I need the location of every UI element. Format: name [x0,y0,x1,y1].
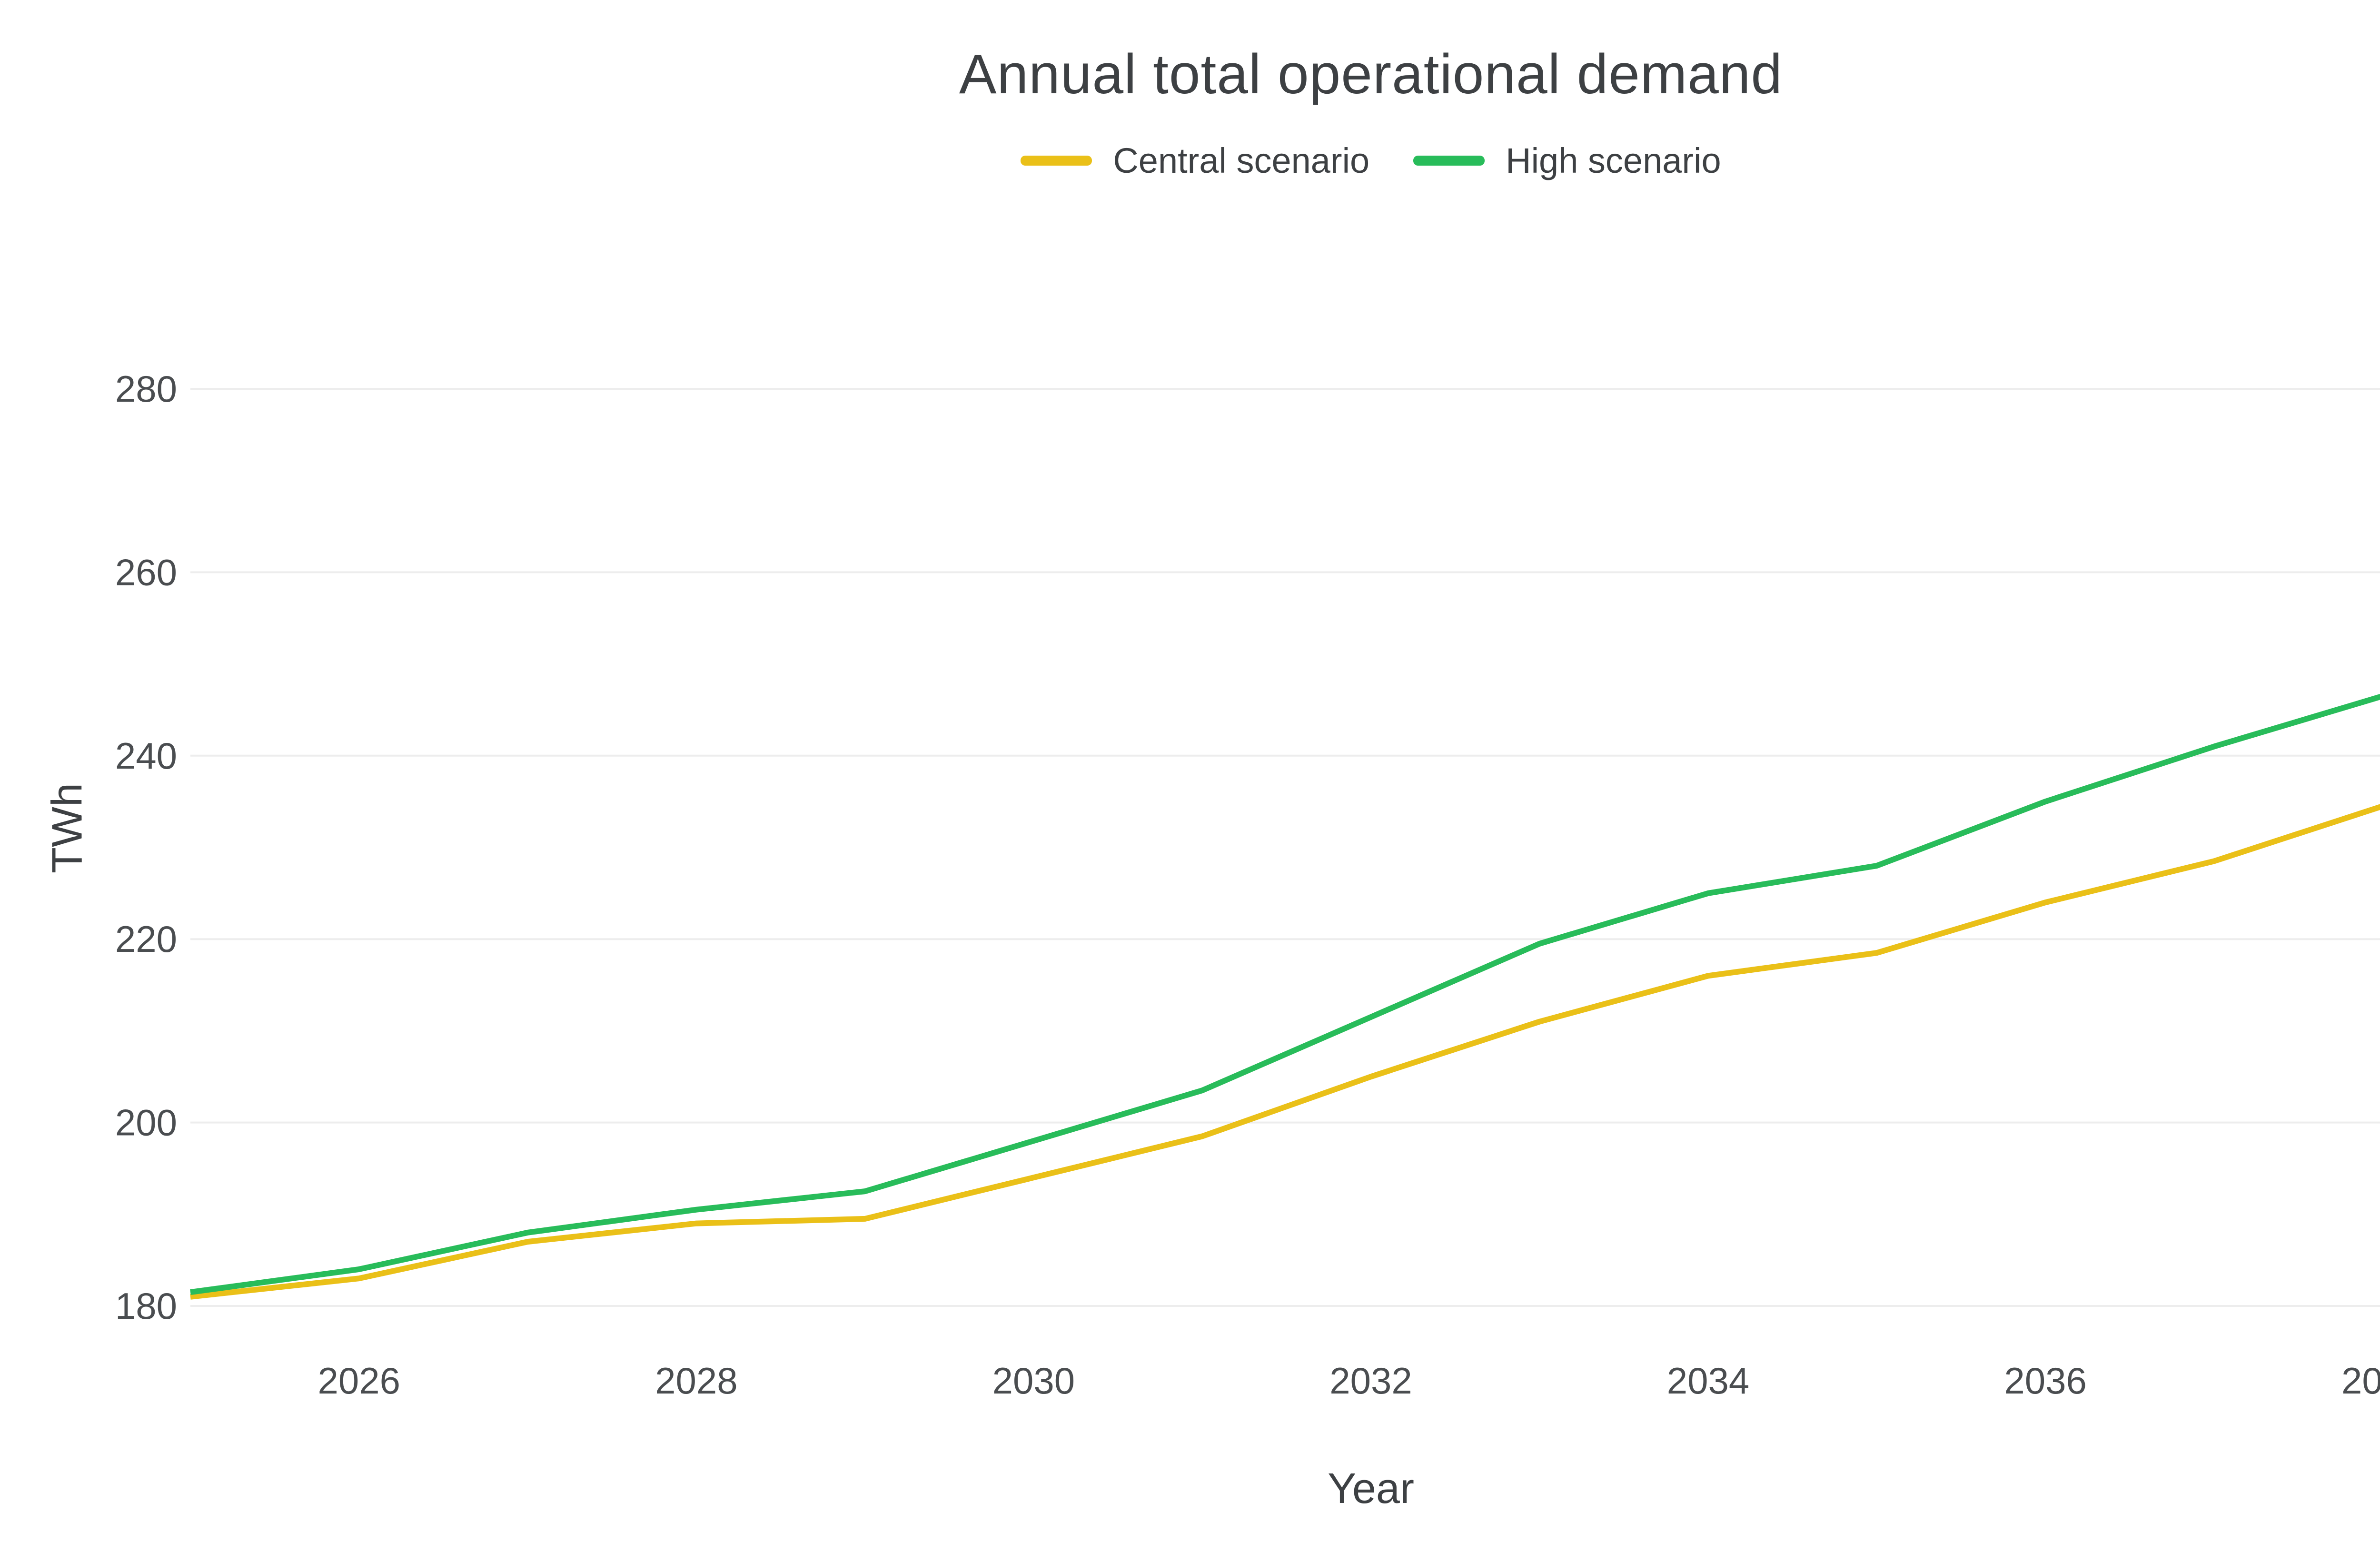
y-tick-240: 240 [115,735,177,777]
y-axis-title: TWh [44,783,91,873]
x-tick-2032: 2032 [1329,1360,1412,1402]
line-high-scenario [190,693,2380,1295]
gridlines [190,388,2380,1307]
chart-title: Annual total operational demand [959,43,1783,106]
series-lines [190,693,2380,1300]
y-tick-260: 260 [115,551,177,593]
central-scenario-swatch-icon [1021,156,1092,166]
y-tick-200: 200 [115,1102,177,1144]
x-tick-2028: 2028 [655,1360,738,1402]
legend-label-high: High scenario [1506,141,1721,180]
legend: Central scenario High scenario [0,140,2380,181]
legend-item-high: High scenario [1413,140,1721,181]
x-tick-2026: 2026 [318,1360,401,1402]
x-tick-2038: 2038 [2341,1360,2380,1402]
line-central-scenario [190,804,2380,1300]
x-axis-title: Year [1328,1465,1414,1512]
legend-label-central: Central scenario [1113,141,1370,180]
x-tick-2034: 2034 [1667,1360,1750,1402]
y-tick-280: 280 [115,368,177,410]
x-tick-2036: 2036 [2004,1360,2087,1402]
y-tick-180: 180 [115,1285,177,1327]
x-tick-2030: 2030 [992,1360,1075,1402]
legend-item-central: Central scenario [1021,140,1369,181]
y-tick-220: 220 [115,918,177,960]
high-scenario-swatch-icon [1413,156,1485,166]
axis-labels: 180 200 220 240 260 280 2026 2028 2030 2032 2034 20… [44,368,2380,1512]
